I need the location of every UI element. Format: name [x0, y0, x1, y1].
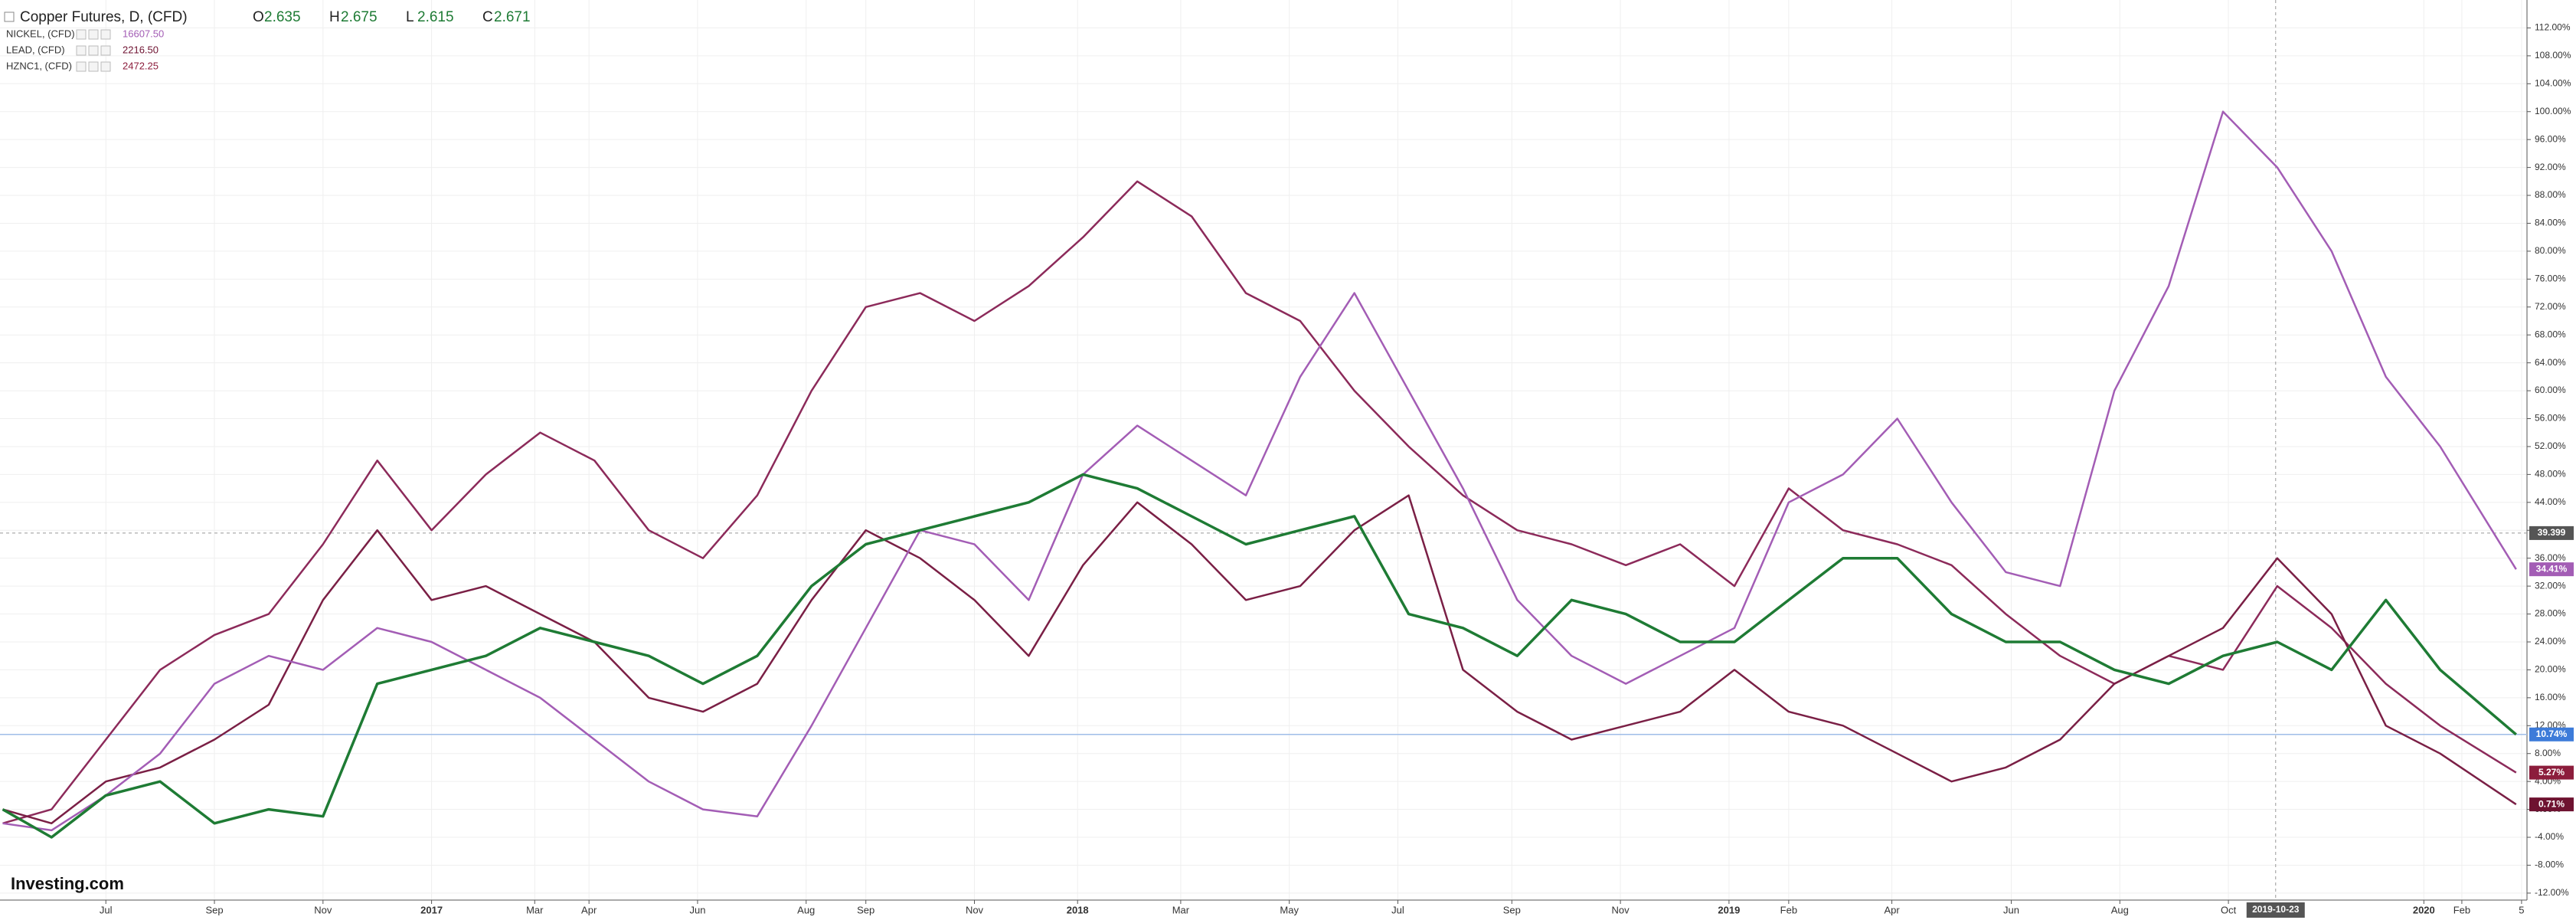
x-tick-label: 2018 — [1067, 904, 1089, 915]
x-tick-label: 2017 — [420, 904, 443, 915]
y-tick-label: 100.00% — [2535, 106, 2571, 116]
x-tick-label: Nov — [314, 904, 332, 915]
x-tick-label: 2020 — [2413, 904, 2435, 915]
last-value-label: 10.74% — [2536, 728, 2568, 739]
y-tick-label: 16.00% — [2535, 692, 2566, 702]
ohlc-value: 2.675 — [341, 9, 378, 25]
last-value-label: 5.27% — [2538, 767, 2565, 778]
series-line — [2, 180, 2517, 825]
y-tick-label: 24.00% — [2535, 636, 2566, 647]
ohlc-value: 2.635 — [264, 9, 301, 25]
crosshair-y-label: 39.399 — [2538, 527, 2566, 538]
x-tick-label: Feb — [1780, 904, 1797, 915]
legend-button — [88, 29, 99, 40]
y-tick-label: 104.00% — [2535, 77, 2571, 88]
x-tick-label: Mar — [1172, 904, 1190, 915]
legend-button — [100, 29, 111, 40]
legend-title: Copper Futures, D, (CFD) — [20, 9, 188, 25]
x-tick-label: Aug — [797, 904, 815, 915]
legend-button — [76, 61, 87, 72]
x-tick-label: Jul — [1391, 904, 1404, 915]
y-tick-label: 92.00% — [2535, 162, 2566, 172]
y-tick-label: 112.00% — [2535, 22, 2571, 33]
y-tick-label: 20.00% — [2535, 664, 2566, 675]
x-tick-label: Mar — [526, 904, 544, 915]
ohlc-value: 2.615 — [417, 9, 454, 25]
y-tick-label: -8.00% — [2535, 859, 2564, 870]
x-tick-label: Jun — [689, 904, 705, 915]
y-tick-label: 8.00% — [2535, 748, 2561, 758]
legend-name: LEAD, (CFD) — [6, 44, 65, 55]
y-tick-label: 72.00% — [2535, 301, 2566, 312]
legend-value: 2472.25 — [123, 60, 159, 71]
x-tick-label: Sep — [1503, 904, 1521, 915]
x-tick-label: Apr — [1884, 904, 1900, 915]
y-tick-label: 68.00% — [2535, 329, 2566, 339]
x-tick-label: Feb — [2453, 904, 2470, 915]
y-tick-label: 96.00% — [2535, 133, 2566, 144]
x-tick-label: Oct — [2221, 904, 2237, 915]
x-tick-label: 2019 — [1718, 904, 1740, 915]
x-tick-label: Nov — [1612, 904, 1630, 915]
y-tick-label: 84.00% — [2535, 218, 2566, 228]
last-value-box — [2529, 562, 2574, 577]
ohlc-value: 2.671 — [494, 9, 531, 25]
x-tick-label: Nov — [966, 904, 984, 915]
ohlc-key: C — [482, 9, 493, 25]
y-tick-label: -4.00% — [2535, 831, 2564, 842]
y-tick-label: 56.00% — [2535, 413, 2566, 424]
y-tick-label: 108.00% — [2535, 50, 2571, 61]
ohlc-key: L — [406, 9, 414, 25]
y-tick-label: 44.00% — [2535, 496, 2566, 507]
y-tick-label: 60.00% — [2535, 385, 2566, 395]
last-value-box — [2529, 797, 2574, 812]
crosshair-x-box — [2246, 902, 2305, 918]
legend-value: 16607.50 — [123, 28, 164, 39]
ohlc-key: O — [253, 9, 264, 25]
legend: Copper Futures, D, (CFD) O 2.635 H 2.675 L 2.6… — [4, 9, 531, 72]
y-tick-label: 52.00% — [2535, 440, 2566, 451]
legend-button — [76, 29, 87, 40]
series-line — [2, 494, 2517, 825]
y-tick-label: 36.00% — [2535, 552, 2566, 563]
last-value-box — [2529, 765, 2574, 780]
y-tick-label: 32.00% — [2535, 580, 2566, 591]
x-tick-label: Jul — [100, 904, 113, 915]
legend-button — [76, 45, 87, 56]
legend-name: NICKEL, (CFD) — [6, 28, 75, 39]
legend-button — [100, 61, 111, 72]
series-line — [2, 110, 2517, 832]
x-tick-label: May — [1280, 904, 1299, 915]
y-tick-label: 76.00% — [2535, 273, 2566, 284]
last-value-label: 0.71% — [2538, 798, 2565, 809]
y-tick-label: 64.00% — [2535, 357, 2566, 368]
x-tick-label: Aug — [2111, 904, 2129, 915]
crosshair-y-box — [2529, 525, 2574, 540]
y-tick-label: -12.00% — [2535, 887, 2569, 898]
legend-button — [88, 45, 99, 56]
y-tick-label: 88.00% — [2535, 189, 2566, 200]
x-tick-label: Sep — [205, 904, 223, 915]
crosshair-x-label: 2019-10-23 — [2252, 904, 2300, 915]
legend-value: 2216.50 — [123, 44, 159, 55]
y-tick-label: 28.00% — [2535, 608, 2566, 619]
last-value-label: 34.41% — [2536, 563, 2568, 574]
brand-logo: Investing.com — [11, 874, 124, 893]
y-tick-label: 80.00% — [2535, 245, 2566, 256]
legend-toggle — [4, 11, 15, 22]
legend-button — [100, 45, 111, 56]
x-tick-label: Sep — [857, 904, 874, 915]
x-tick-label: 5 — [2519, 904, 2524, 915]
x-tick-label: Apr — [581, 904, 597, 915]
legend-button — [88, 61, 99, 72]
last-value-box — [2529, 727, 2574, 742]
series-line — [2, 473, 2517, 839]
ohlc-key: H — [329, 9, 340, 25]
legend-name: HZNC1, (CFD) — [6, 60, 72, 71]
x-tick-label: Jun — [2003, 904, 2019, 915]
y-tick-label: 48.00% — [2535, 469, 2566, 480]
